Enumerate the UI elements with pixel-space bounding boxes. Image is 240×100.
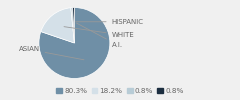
Text: HISPANIC: HISPANIC xyxy=(76,19,144,25)
Text: WHITE: WHITE xyxy=(64,27,134,38)
Text: ASIAN: ASIAN xyxy=(18,46,84,60)
Legend: 80.3%, 18.2%, 0.8%, 0.8%: 80.3%, 18.2%, 0.8%, 0.8% xyxy=(53,85,187,97)
Wedge shape xyxy=(39,8,110,79)
Wedge shape xyxy=(73,8,74,43)
Wedge shape xyxy=(71,8,74,43)
Wedge shape xyxy=(41,8,74,43)
Text: A.I.: A.I. xyxy=(77,23,123,48)
